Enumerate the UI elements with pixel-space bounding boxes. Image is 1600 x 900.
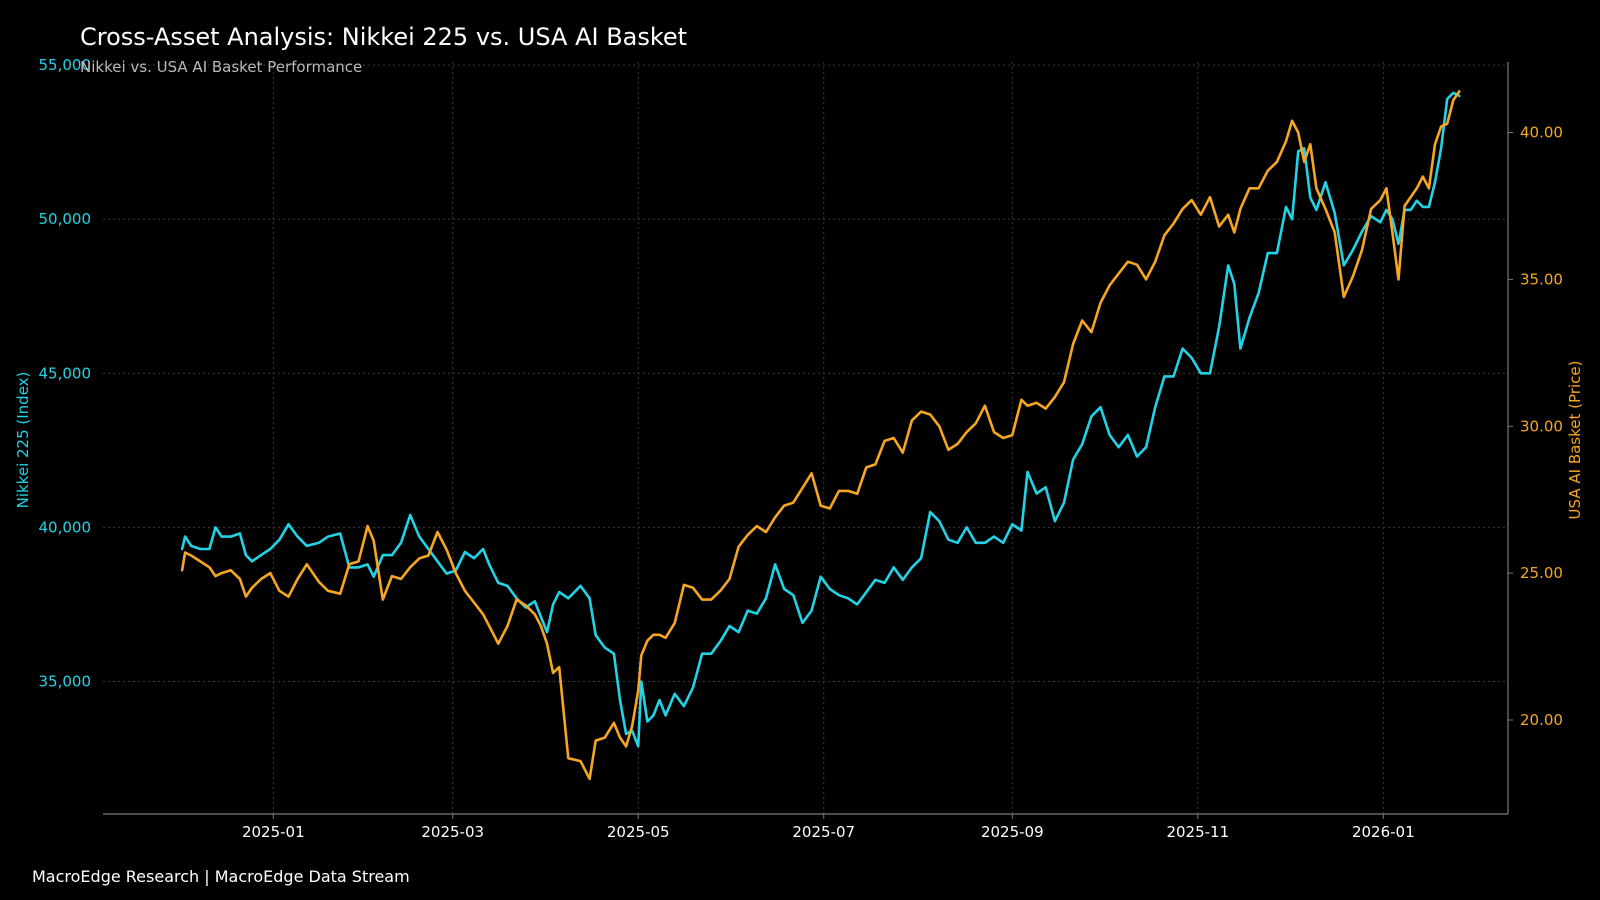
ticks-layer: 2025-01 2025-03 2025-05 2025-07 2025-09 2025-…	[39, 56, 1563, 841]
chart-title: Cross-Asset Analysis: Nikkei 225 vs. USA…	[80, 23, 687, 51]
nikkei-225-line	[180, 91, 1461, 748]
left-y-tick-label: 40,000	[39, 518, 92, 536]
x-tick-label: 2025-09	[981, 823, 1044, 841]
right-y-tick-label: 30.00	[1520, 417, 1563, 435]
left-axis-label: Nikkei 225 (Index)	[14, 372, 32, 509]
x-tick-label: 2025-03	[421, 823, 484, 841]
right-y-tick-label: 40.00	[1520, 124, 1563, 142]
grid-layer	[103, 62, 1508, 814]
x-tick-label: 2025-07	[792, 823, 855, 841]
right-y-tick-label: 20.00	[1520, 711, 1563, 729]
axes-layer	[103, 62, 1509, 815]
series-layer	[180, 90, 1461, 781]
source-footer: MacroEdge Research | MacroEdge Data Stre…	[32, 867, 410, 886]
x-tick-label: 2025-11	[1166, 823, 1229, 841]
left-y-tick-label: 35,000	[39, 672, 92, 690]
right-y-tick-label: 25.00	[1520, 564, 1563, 582]
right-axis-label: USA AI Basket (Price)	[1566, 361, 1584, 520]
left-y-tick-label: 45,000	[39, 364, 92, 382]
chart-subtitle: Nikkei vs. USA AI Basket Performance	[80, 58, 362, 76]
x-tick-label: 2025-01	[242, 823, 305, 841]
usa-ai-basket-line	[180, 90, 1461, 781]
left-y-tick-label: 50,000	[39, 210, 92, 228]
x-tick-label: 2025-05	[607, 823, 670, 841]
left-y-tick-label: 55,000	[39, 56, 92, 74]
right-y-tick-label: 35.00	[1520, 270, 1563, 288]
x-tick-label: 2026-01	[1352, 823, 1415, 841]
